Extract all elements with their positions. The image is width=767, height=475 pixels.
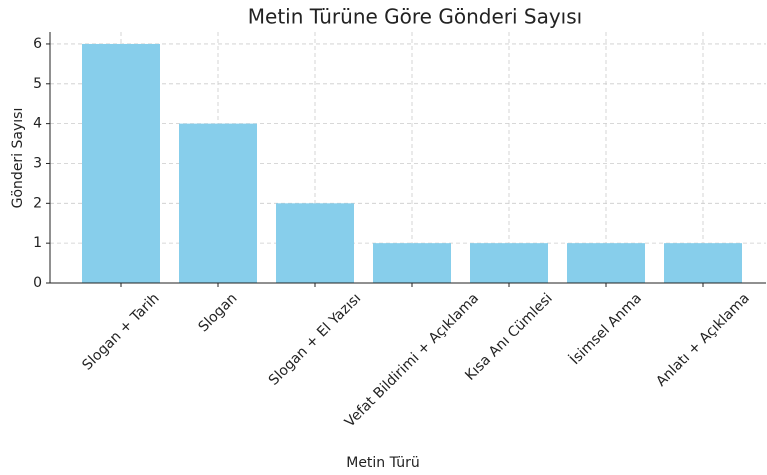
chart-title: Metin Türüne Göre Gönderi Sayısı xyxy=(248,5,582,29)
bar xyxy=(567,243,645,283)
bar xyxy=(664,243,742,283)
x-tick-label: Slogan + El Yazısı xyxy=(266,290,364,388)
y-tick-label: 1 xyxy=(33,235,42,251)
bar xyxy=(179,123,257,283)
x-tick-label: Vefat Bildirimi + Açıklama xyxy=(342,290,482,430)
y-tick-label: 0 xyxy=(33,275,42,291)
x-tick-label: Slogan xyxy=(195,290,240,335)
x-tick-label: Anlatı + Açıklama xyxy=(653,290,752,389)
y-axis-label: Gönderi Sayısı xyxy=(10,108,26,209)
bar xyxy=(373,243,451,283)
y-tick-label: 5 xyxy=(33,76,42,92)
bar xyxy=(82,43,160,284)
bar xyxy=(276,203,354,283)
x-tick-label: Slogan + Tarih xyxy=(79,290,162,373)
y-tick-label: 2 xyxy=(33,195,42,211)
x-axis-label: Metin Türü xyxy=(346,455,420,471)
y-tick-label: 6 xyxy=(33,36,42,52)
x-tick-label: İsimsel Anma xyxy=(566,289,645,368)
bar xyxy=(470,243,548,283)
y-tick-label: 4 xyxy=(33,116,42,132)
y-tick-label: 3 xyxy=(33,155,42,171)
